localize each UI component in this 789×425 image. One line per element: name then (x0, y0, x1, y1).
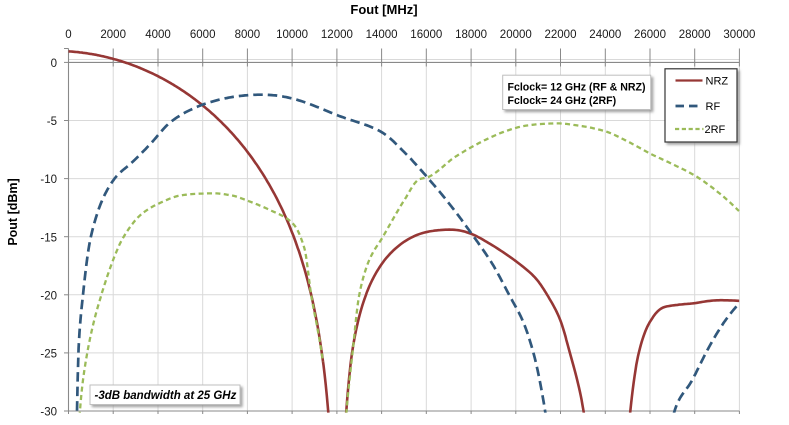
svg-text:30000: 30000 (723, 29, 755, 41)
svg-text:26000: 26000 (634, 29, 666, 41)
svg-text:Fclock= 24 GHz (2RF): Fclock= 24 GHz (2RF) (508, 95, 617, 107)
svg-text:22000: 22000 (545, 29, 577, 41)
svg-text:0: 0 (51, 58, 57, 70)
svg-text:-3dB bandwidth at 25 GHz: -3dB bandwidth at 25 GHz (95, 390, 237, 402)
svg-text:8000: 8000 (235, 29, 261, 41)
svg-text:Fout [MHz]: Fout [MHz] (350, 2, 417, 17)
svg-text:18000: 18000 (455, 29, 487, 41)
svg-text:10000: 10000 (276, 29, 308, 41)
svg-text:20000: 20000 (500, 29, 532, 41)
svg-text:14000: 14000 (366, 29, 398, 41)
svg-text:-30: -30 (40, 407, 57, 419)
svg-text:2000: 2000 (100, 29, 126, 41)
svg-text:6000: 6000 (190, 29, 216, 41)
svg-text:24000: 24000 (589, 29, 621, 41)
svg-text:-25: -25 (40, 349, 57, 361)
svg-text:16000: 16000 (410, 29, 442, 41)
svg-text:-5: -5 (47, 116, 57, 128)
svg-text:12000: 12000 (321, 29, 353, 41)
svg-text:28000: 28000 (679, 29, 711, 41)
svg-text:RF: RF (706, 101, 721, 113)
svg-text:NRZ: NRZ (706, 76, 729, 88)
svg-text:2RF: 2RF (705, 124, 726, 136)
svg-text:4000: 4000 (145, 29, 171, 41)
svg-text:Fclock= 12 GHz (RF & NRZ): Fclock= 12 GHz (RF & NRZ) (508, 82, 646, 94)
svg-text:0: 0 (65, 29, 71, 41)
svg-text:-20: -20 (40, 290, 57, 302)
svg-text:-15: -15 (40, 232, 57, 244)
svg-text:Pout [dBm]: Pout [dBm] (6, 178, 20, 245)
svg-text:-10: -10 (40, 174, 57, 186)
